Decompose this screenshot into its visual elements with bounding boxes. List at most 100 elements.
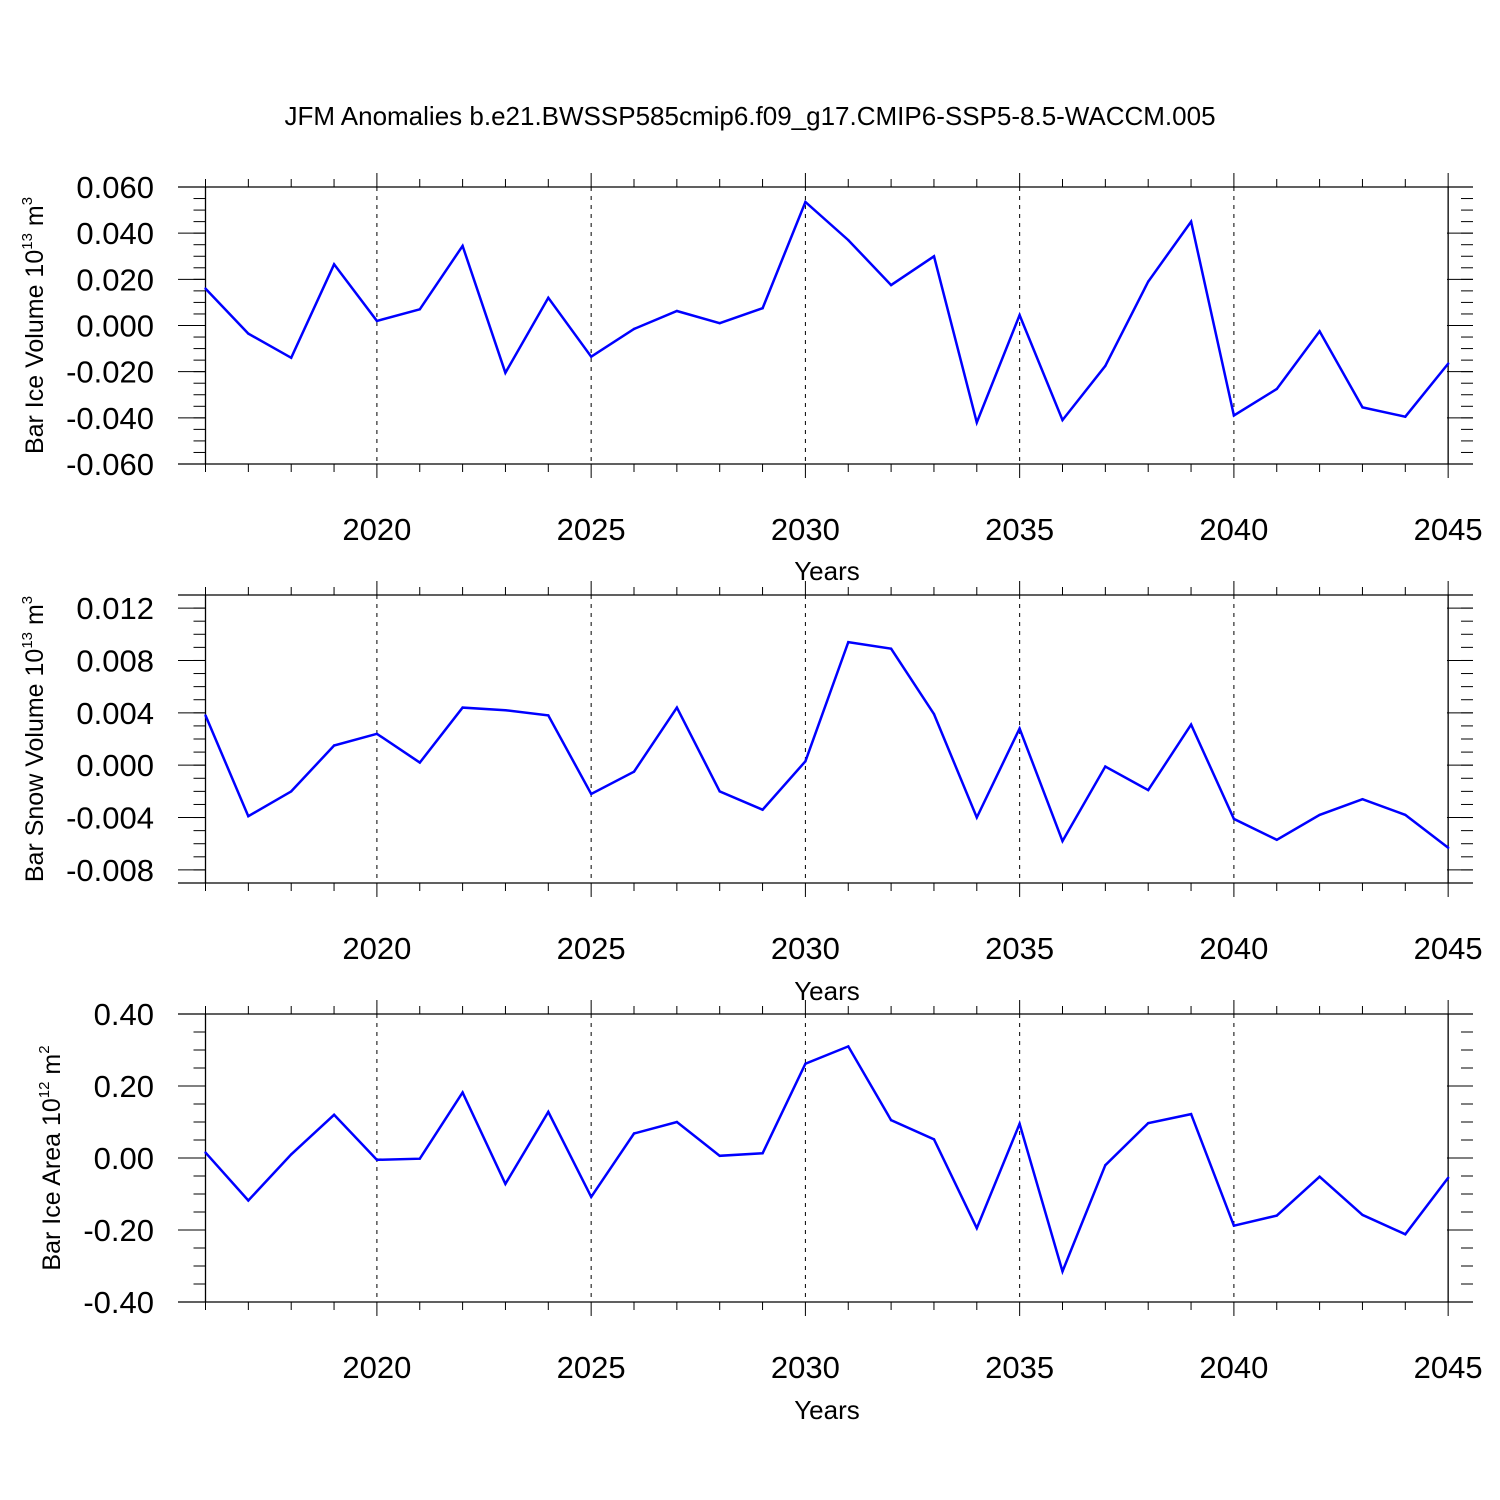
data-point (375, 319, 379, 323)
data-point (418, 1157, 421, 1160)
y-axis-label-exponent: 13 (19, 233, 36, 250)
data-point (889, 647, 893, 650)
data-point (675, 706, 679, 709)
data-point (290, 790, 293, 793)
data-point (1275, 1214, 1279, 1217)
data-point (461, 706, 464, 709)
data-point (375, 732, 379, 735)
data-point (804, 1062, 807, 1065)
y-axis-label-unit: m (38, 1054, 66, 1082)
x-tick-label: 2030 (771, 1350, 840, 1385)
data-point (932, 255, 936, 258)
data-point (889, 1119, 893, 1122)
data-point (932, 1138, 936, 1141)
y-tick-label: -0.008 (66, 853, 154, 888)
y-tick-label: 0.020 (76, 262, 154, 297)
data-point (547, 296, 550, 299)
data-point (1361, 1213, 1364, 1217)
data-point (632, 327, 636, 331)
x-tick-label: 2045 (1414, 512, 1483, 547)
data-point (975, 1227, 978, 1230)
data-point (332, 744, 336, 747)
data-point (375, 1158, 379, 1162)
chart-panel-1: 2020 2025 2030 2035 2040 2045 0.060 0.040 0.020 0… (19, 170, 1483, 586)
y-tick-label: -0.004 (66, 801, 154, 836)
y-axis-label-exponent: 13 (19, 632, 36, 649)
y-axis-label-unit-exponent: 3 (19, 596, 36, 604)
data-point (1147, 788, 1150, 792)
data-point (1061, 839, 1064, 843)
data-point (204, 1151, 207, 1154)
y-tick-label: -0.020 (66, 355, 154, 390)
data-point (1275, 838, 1279, 841)
data-point (1232, 1224, 1236, 1227)
y-axis-label-unit: m (21, 205, 49, 233)
data-point (504, 1182, 507, 1186)
data-point (804, 760, 807, 763)
data-point (1361, 406, 1364, 409)
x-tick-label: 2045 (1414, 931, 1483, 966)
y-axis-label-text: Bar Snow Volume 10 (21, 649, 49, 882)
data-point (1404, 1233, 1407, 1236)
y-tick-label: 0.20 (94, 1069, 154, 1104)
x-tick-label: 2020 (342, 1350, 411, 1385)
data-point (632, 770, 636, 773)
data-point (1147, 280, 1150, 283)
y-axis-label-exponent: 12 (36, 1082, 53, 1099)
data-point (547, 714, 550, 717)
data-point (247, 332, 250, 335)
data-point (1104, 765, 1107, 768)
x-tick-label: 2025 (557, 1350, 626, 1385)
x-tick-label: 2040 (1199, 1350, 1268, 1385)
data-point (1104, 364, 1107, 368)
x-tick-label: 2040 (1199, 931, 1268, 966)
data-point (804, 200, 807, 204)
y-axis-label: Bar Snow Volume 1013 m3 (19, 596, 49, 882)
x-tick-label: 2025 (557, 931, 626, 966)
x-tick-label: 2035 (985, 931, 1054, 966)
x-tick-label: 2030 (771, 512, 840, 547)
y-axis-label-unit: m (21, 604, 49, 632)
data-point (847, 1045, 850, 1048)
data-point (1318, 1175, 1321, 1178)
data-point (1061, 1270, 1064, 1273)
data-point (1447, 1176, 1450, 1180)
y-tick-label: 0.008 (76, 643, 154, 678)
data-point (718, 1154, 721, 1158)
data-point (718, 790, 721, 793)
data-point (590, 355, 593, 358)
data-point (675, 1120, 679, 1124)
data-point (504, 371, 507, 374)
data-point (1189, 1112, 1193, 1116)
data-point (1404, 813, 1407, 817)
y-tick-label: -0.20 (83, 1213, 154, 1248)
data-point (1447, 362, 1450, 365)
y-tick-label: -0.40 (83, 1285, 154, 1320)
y-axis-label-text: Bar Ice Volume 10 (21, 250, 49, 454)
data-point (332, 1113, 336, 1117)
chart-title: JFM Anomalies b.e21.BWSSP585cmip6.f09_g1… (284, 101, 1215, 131)
data-point (1232, 817, 1236, 821)
data-point (1361, 798, 1364, 801)
data-point (418, 761, 421, 764)
data-point (1189, 220, 1193, 223)
x-tick-label: 2045 (1414, 1350, 1483, 1385)
data-point (932, 712, 936, 716)
y-tick-label: 0.00 (94, 1141, 154, 1176)
y-axis-label-text: Bar Ice Area 10 (38, 1098, 66, 1270)
data-point (1275, 387, 1279, 391)
y-tick-label: 0.000 (76, 748, 154, 783)
y-tick-label: -0.060 (66, 447, 154, 482)
data-point (461, 244, 464, 248)
data-point (761, 808, 764, 811)
data-point (675, 309, 679, 313)
y-axis-label-unit-exponent: 2 (36, 1045, 53, 1053)
data-point (461, 1091, 464, 1094)
y-axis-label-unit-exponent: 3 (19, 197, 36, 205)
y-tick-label: 0.012 (76, 591, 154, 626)
x-tick-label: 2025 (557, 512, 626, 547)
data-point (1318, 330, 1321, 333)
data-point (847, 640, 850, 644)
data-point (590, 792, 593, 796)
